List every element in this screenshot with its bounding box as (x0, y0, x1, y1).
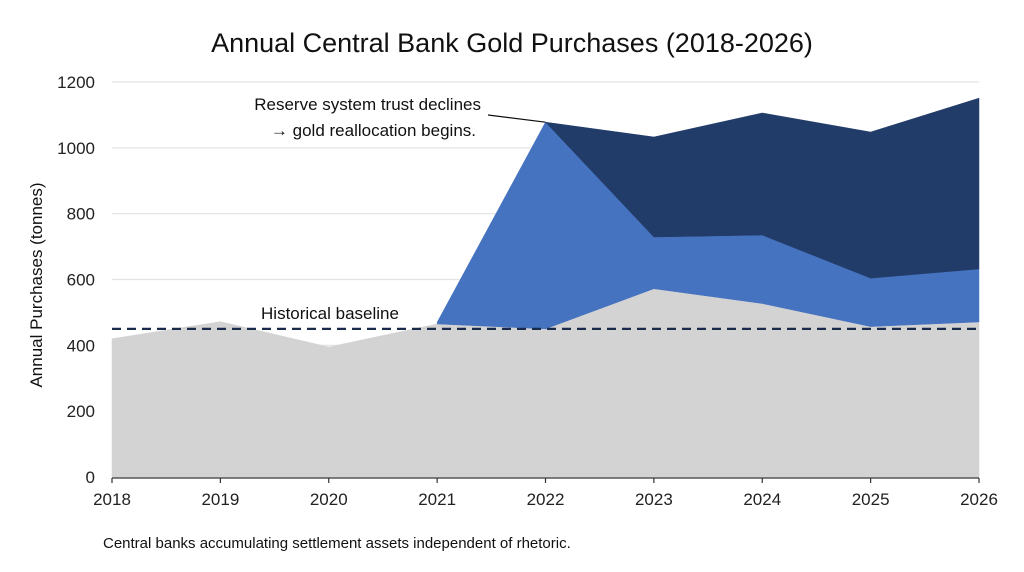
annotation-line-1: Reserve system trust declines (254, 95, 481, 114)
y-tick-label: 1000 (57, 139, 95, 158)
annotation: Reserve system trust declines → gold real… (254, 95, 546, 140)
x-tick-label: 2022 (527, 490, 565, 509)
y-axis-label: Annual Purchases (tonnes) (27, 182, 46, 387)
y-tick-label: 0 (86, 468, 95, 487)
x-tick-label: 2021 (418, 490, 456, 509)
chart-title: Annual Central Bank Gold Purchases (2018… (211, 28, 813, 58)
y-tick-label: 1200 (57, 73, 95, 92)
x-tick-labels: 2018 2019 2020 2021 2022 2023 2024 2025 2026 (93, 490, 998, 509)
chart-caption: Central banks accumulating settlement as… (103, 535, 571, 552)
reference-line-group: Historical baseline (112, 304, 979, 330)
x-tick-label: 2024 (743, 490, 781, 509)
x-tick-label: 2020 (310, 490, 348, 509)
x-tick-label: 2019 (201, 490, 239, 509)
y-tick-labels: 0 200 400 600 800 1000 1200 (57, 73, 95, 487)
annotation-leader-line (487, 114, 546, 123)
x-tick-label: 2026 (960, 490, 998, 509)
y-tick-label: 200 (67, 402, 95, 421)
area-series-3 (544, 97, 980, 279)
y-tick-label: 800 (67, 205, 95, 224)
axes (111, 477, 980, 483)
baseline-label: Historical baseline (261, 304, 399, 323)
x-tick-label: 2023 (635, 490, 673, 509)
stacked-areas (111, 97, 980, 478)
y-tick-label: 600 (67, 271, 95, 290)
x-tick-label: 2018 (93, 490, 131, 509)
x-tick-label: 2025 (852, 490, 890, 509)
y-tick-label: 400 (67, 336, 95, 355)
annotation-line-2: → gold reallocation begins. (271, 121, 476, 140)
